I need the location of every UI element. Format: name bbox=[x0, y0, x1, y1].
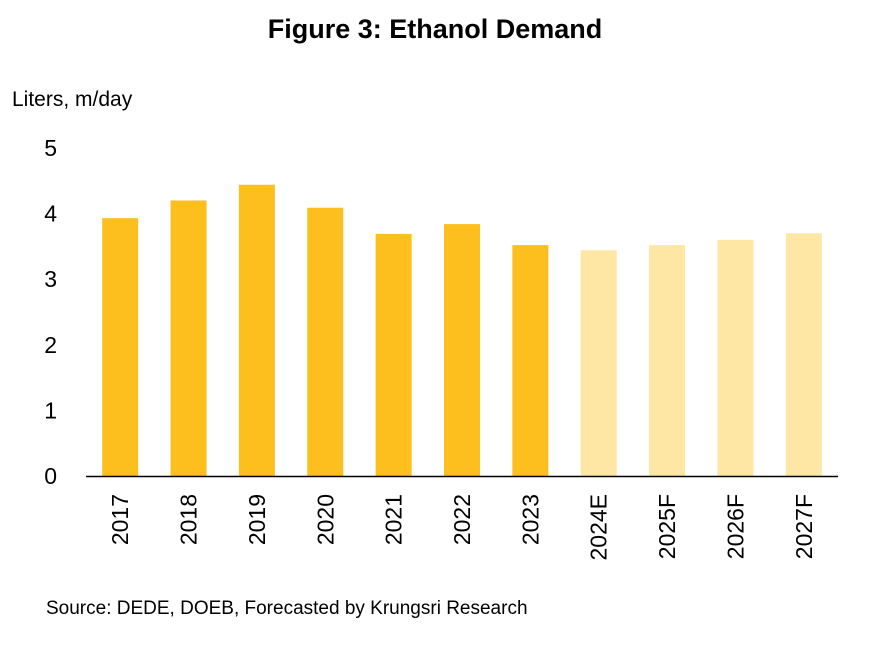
bar-2017 bbox=[102, 218, 139, 476]
x-tick-label: 2025F bbox=[654, 494, 680, 559]
bar-2018 bbox=[170, 200, 207, 477]
bar-2021 bbox=[375, 233, 412, 476]
x-tick-label: 2020 bbox=[312, 494, 338, 545]
x-tick-label: 2027F bbox=[791, 494, 817, 559]
y-tick-label: 0 bbox=[44, 463, 57, 489]
chart-title: Figure 3: Ethanol Demand bbox=[267, 14, 603, 44]
bar-2026F bbox=[717, 239, 754, 476]
source-note: Source: DEDE, DOEB, Forecasted by Krungs… bbox=[46, 598, 528, 619]
y-tick-label: 4 bbox=[44, 201, 57, 227]
x-tick-label: 2023 bbox=[517, 494, 543, 545]
y-tick-label: 2 bbox=[44, 332, 57, 358]
y-tick-label: 5 bbox=[44, 135, 57, 161]
bars bbox=[102, 184, 822, 477]
bar-2027F bbox=[785, 233, 822, 476]
y-axis-ticks: 0 1 2 3 4 5 bbox=[44, 135, 57, 489]
x-tick-label: 2024E bbox=[586, 494, 612, 561]
bar-2024E bbox=[580, 250, 617, 476]
y-tick-label: 3 bbox=[44, 266, 57, 292]
bar-2023 bbox=[512, 245, 549, 476]
x-tick-label: 2022 bbox=[449, 494, 475, 545]
bar-2019 bbox=[238, 184, 275, 476]
x-tick-label: 2021 bbox=[381, 494, 407, 545]
y-axis-label: Liters, m/day bbox=[12, 88, 133, 111]
bar-2022 bbox=[444, 224, 480, 476]
x-tick-label: 2018 bbox=[176, 494, 202, 545]
x-tick-label: 2017 bbox=[107, 494, 133, 545]
x-tick-label: 2019 bbox=[244, 494, 270, 545]
x-axis-ticks: 2017 2018 2019 2020 2021 2022 2023 2024E 2025F 20… bbox=[107, 494, 817, 561]
bar-2025F bbox=[649, 245, 686, 476]
x-tick-label: 2026F bbox=[722, 494, 748, 559]
y-tick-label: 1 bbox=[44, 397, 57, 423]
bar-2020 bbox=[307, 207, 344, 477]
